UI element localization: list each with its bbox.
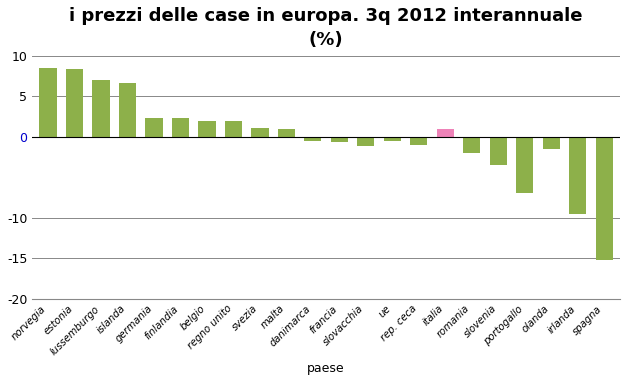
Bar: [331, 137, 348, 142]
Bar: [569, 137, 586, 214]
Bar: [304, 137, 322, 141]
Bar: [357, 137, 374, 146]
Bar: [172, 118, 189, 137]
Bar: [542, 137, 560, 149]
Bar: [278, 129, 295, 137]
Bar: [596, 137, 613, 260]
Bar: [92, 80, 110, 137]
Bar: [490, 137, 507, 165]
Bar: [198, 121, 216, 137]
Bar: [66, 69, 83, 137]
X-axis label: paese: paese: [307, 362, 345, 375]
Bar: [145, 118, 162, 137]
Bar: [463, 137, 480, 153]
Bar: [436, 129, 454, 137]
Bar: [40, 68, 56, 137]
Bar: [516, 137, 534, 193]
Bar: [119, 83, 136, 137]
Title: i prezzi delle case in europa. 3q 2012 interannuale
(%): i prezzi delle case in europa. 3q 2012 i…: [70, 7, 583, 49]
Bar: [251, 128, 268, 137]
Bar: [410, 137, 428, 145]
Bar: [384, 137, 401, 141]
Bar: [225, 121, 242, 137]
